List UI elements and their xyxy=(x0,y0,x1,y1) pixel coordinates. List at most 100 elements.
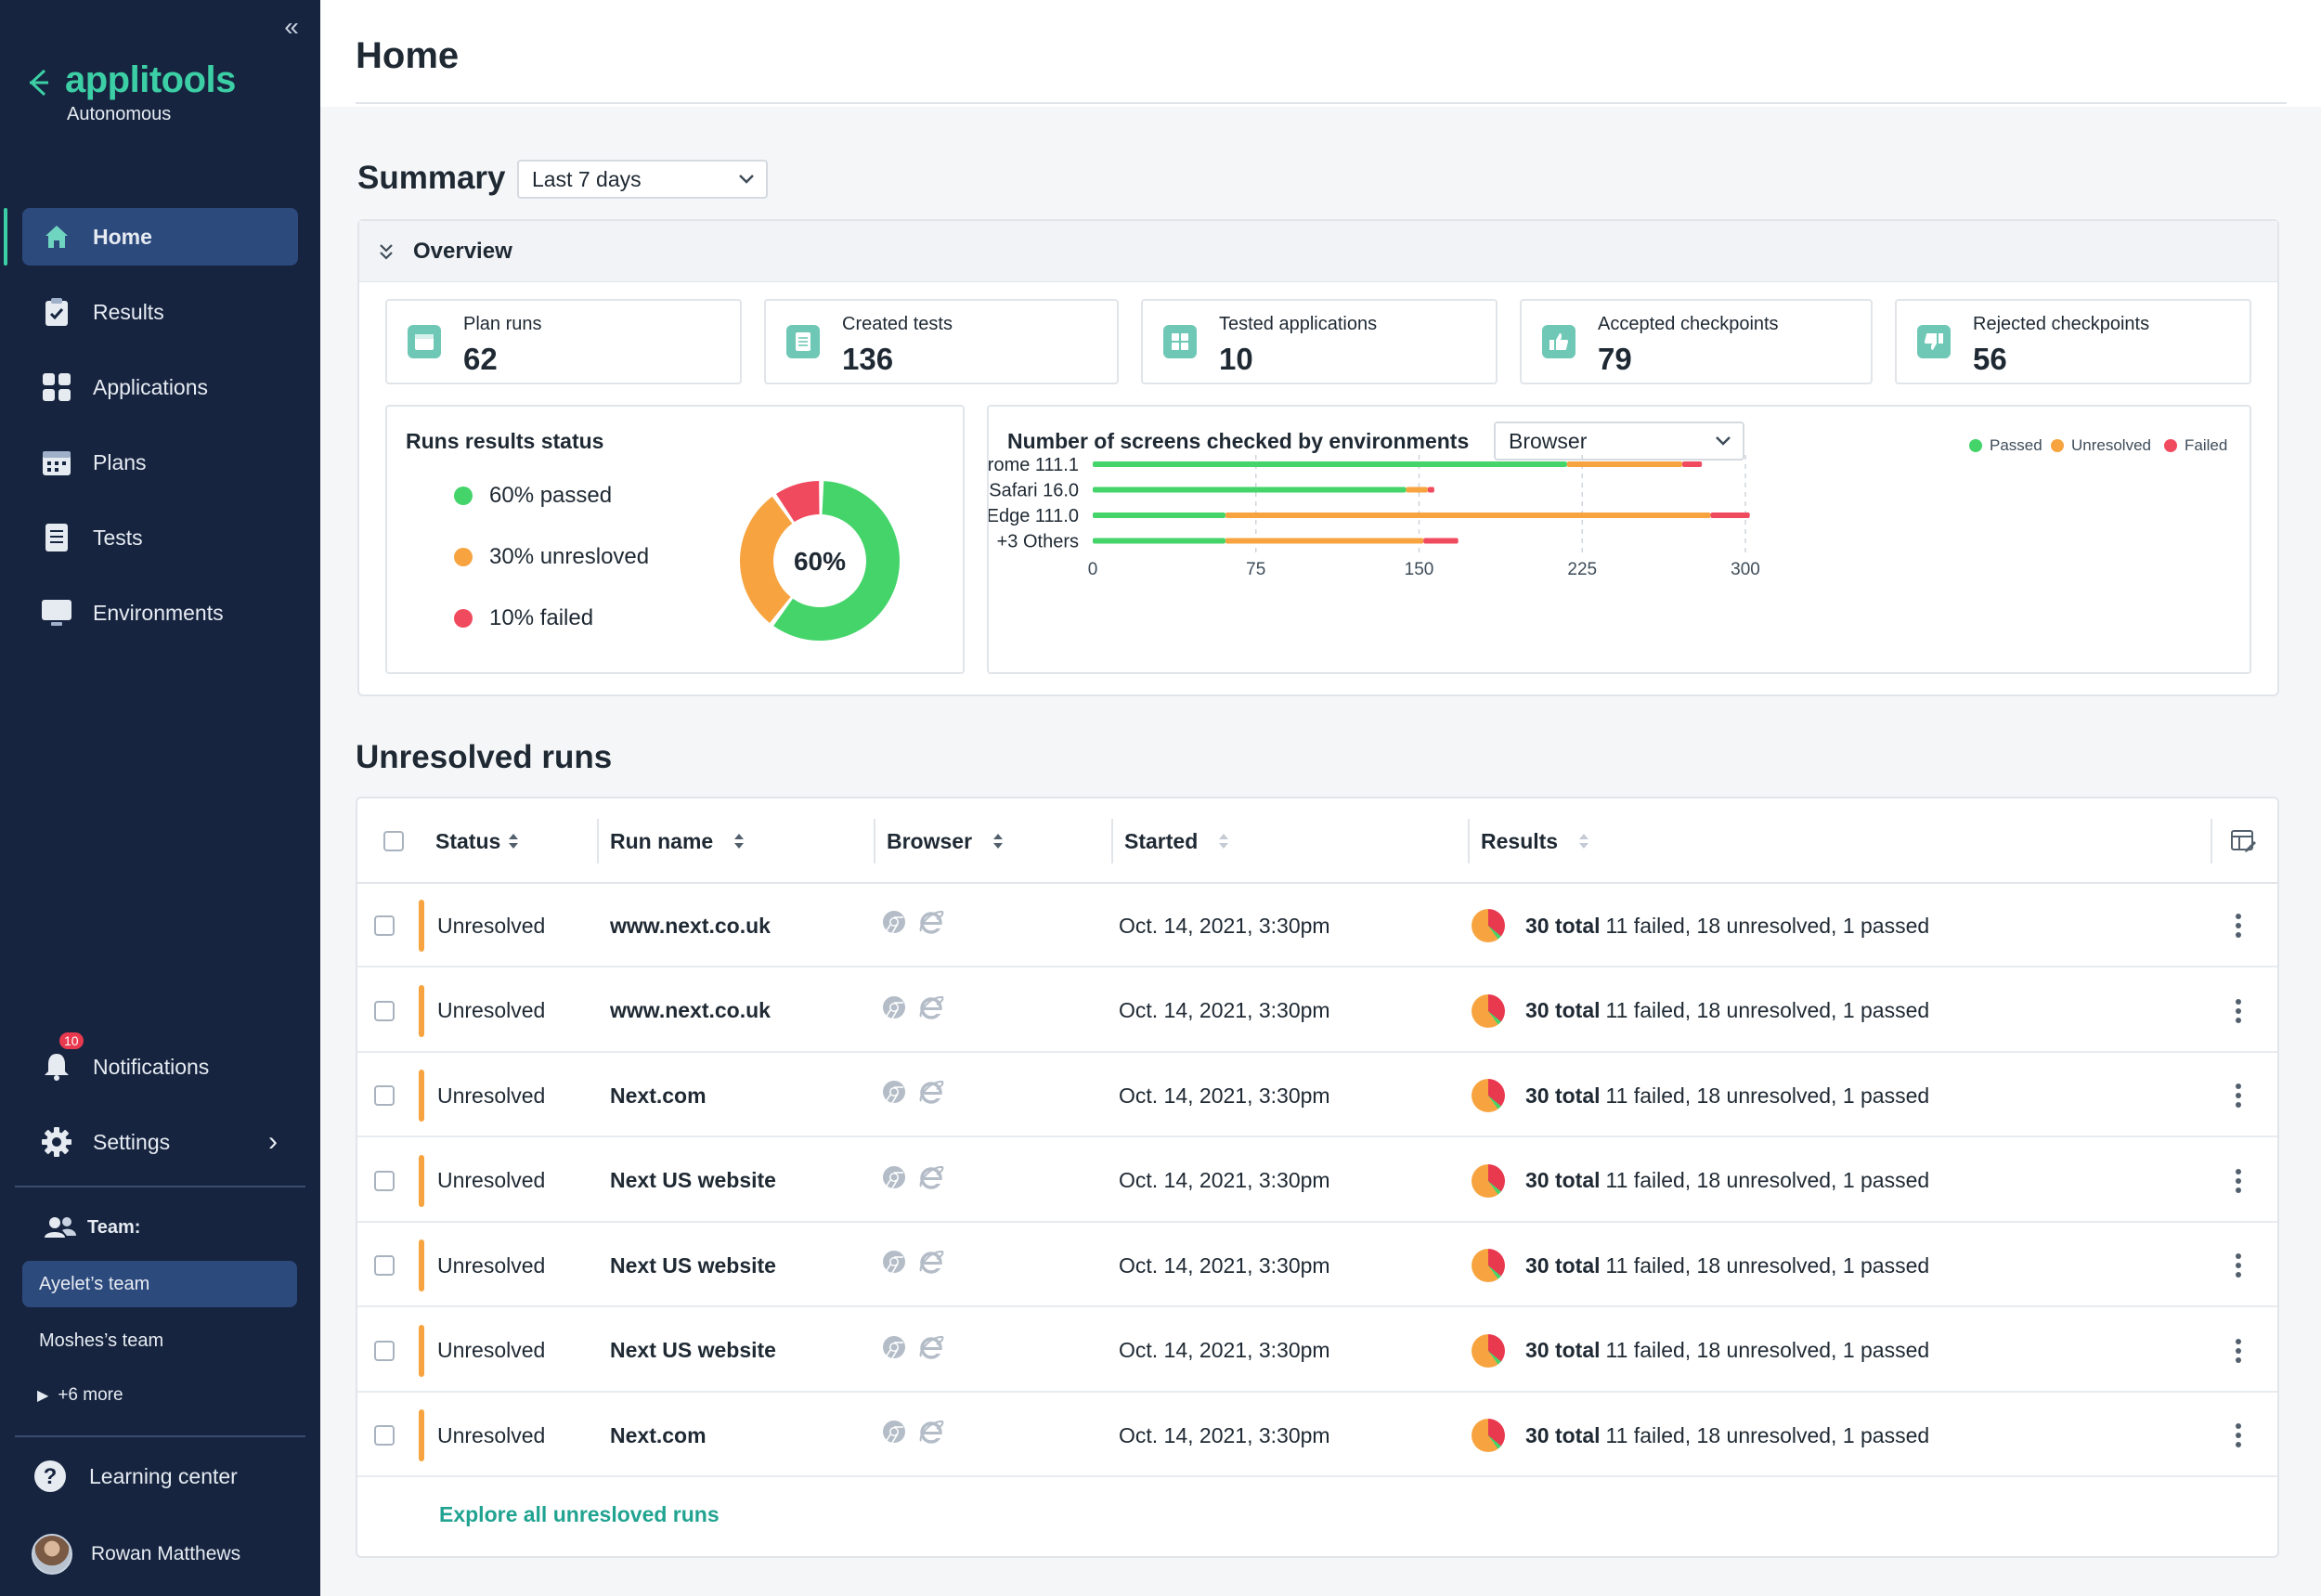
team-item-ayelet[interactable]: Ayelet’s team xyxy=(22,1261,297,1307)
category-label: Safari 16.0 xyxy=(989,481,1079,501)
sidebar-item-environments[interactable]: Environments xyxy=(22,584,298,642)
overview-toggle[interactable]: Overview xyxy=(359,221,2277,282)
donut-center-label: 60% xyxy=(794,547,846,576)
results-detail: 11 failed, 18 unresolved, 1 passed xyxy=(1605,1083,1930,1108)
column-divider xyxy=(874,819,875,863)
status-cell: Unresolved xyxy=(419,1139,545,1223)
row-menu-cell xyxy=(2235,1054,2242,1137)
row-menu-cell xyxy=(2235,1394,2242,1477)
column-header-run-name[interactable]: Run name xyxy=(610,798,745,884)
internet-explorer-icon xyxy=(919,1421,944,1444)
row-checkbox[interactable] xyxy=(374,1000,395,1021)
collapse-sidebar-icon[interactable]: « xyxy=(284,12,299,41)
row-menu-cell xyxy=(2235,884,2242,967)
table-row[interactable]: Unresolved www.next.co.uk Oct. 14, 2021,… xyxy=(357,969,2277,1053)
sort-icon xyxy=(1219,834,1229,849)
bar-segment-failed xyxy=(1710,513,1750,518)
results-total: 30 total xyxy=(1525,1338,1601,1362)
more-vertical-icon[interactable] xyxy=(2235,1252,2242,1278)
more-teams-toggle[interactable]: ▶ +6 more xyxy=(37,1385,123,1406)
started-cell: Oct. 14, 2021, 3:30pm xyxy=(1119,1224,1330,1307)
environments-title: Number of screens checked by environment… xyxy=(1007,429,1470,453)
overview-label: Overview xyxy=(413,238,512,264)
stat-label: Plan runs xyxy=(463,314,542,334)
period-select[interactable]: Last 7 days xyxy=(517,160,768,199)
more-vertical-icon[interactable] xyxy=(2235,913,2242,939)
more-vertical-icon[interactable] xyxy=(2235,1168,2242,1194)
sidebar-item-home[interactable]: Home xyxy=(4,208,298,266)
sidebar-item-applications[interactable]: Applications xyxy=(22,358,298,416)
row-checkbox[interactable] xyxy=(374,1425,395,1446)
table-row[interactable]: Unresolved Next.com Oct. 14, 2021, 3:30p… xyxy=(357,1394,2277,1477)
environment-group-select[interactable]: Browser xyxy=(1494,422,1744,461)
browser-cell xyxy=(881,1220,955,1304)
row-menu-cell xyxy=(2235,969,2242,1053)
column-settings-button[interactable] xyxy=(2231,798,2257,884)
browser-cell xyxy=(881,966,955,1049)
bar-segment-passed xyxy=(1093,513,1225,518)
select-all-checkbox[interactable] xyxy=(383,831,404,851)
run-name-cell: www.next.co.uk xyxy=(610,969,771,1053)
more-vertical-icon[interactable] xyxy=(2235,1422,2242,1448)
learning-center-link[interactable]: ? Learning center xyxy=(33,1460,238,1493)
sidebar-item-tests[interactable]: Tests xyxy=(22,509,298,566)
browser-cell xyxy=(881,1050,955,1134)
sidebar-item-notifications[interactable]: 10 Notifications xyxy=(22,1032,298,1096)
column-label: Run name xyxy=(610,828,714,853)
run-name-link[interactable]: Next.com xyxy=(610,1422,707,1447)
table-row[interactable]: Unresolved www.next.co.uk Oct. 14, 2021,… xyxy=(357,884,2277,967)
table-row[interactable]: Unresolved Next US website Oct. 14, 2021… xyxy=(357,1139,2277,1223)
row-checkbox[interactable] xyxy=(374,1255,395,1276)
sidebar-nav: Home Results Applications Plans Tests xyxy=(0,208,320,659)
more-vertical-icon[interactable] xyxy=(2235,1083,2242,1109)
column-header-started[interactable]: Started xyxy=(1124,798,1229,884)
bar-segment-failed xyxy=(1427,487,1434,493)
unresolved-dot xyxy=(454,548,473,566)
results-pie-icon xyxy=(1472,1419,1505,1452)
sidebar-item-plans[interactable]: Plans xyxy=(22,434,298,491)
results-detail: 11 failed, 18 unresolved, 1 passed xyxy=(1605,1252,1930,1278)
gear-icon xyxy=(41,1126,72,1158)
row-checkbox[interactable] xyxy=(374,1170,395,1191)
run-name-link[interactable]: www.next.co.uk xyxy=(610,998,771,1022)
run-name-link[interactable]: Next US website xyxy=(610,1338,776,1362)
run-name-link[interactable]: Next.com xyxy=(610,1083,707,1108)
header-divider xyxy=(356,102,2287,104)
bar-segment-passed xyxy=(1093,461,1567,467)
run-name-link[interactable]: Next US website xyxy=(610,1168,776,1192)
row-checkbox[interactable] xyxy=(374,1085,395,1106)
sidebar-item-results[interactable]: Results xyxy=(22,283,298,341)
table-header: Status Run name Browser Started Results xyxy=(357,798,2277,884)
table-row[interactable]: Unresolved Next.com Oct. 14, 2021, 3:30p… xyxy=(357,1054,2277,1137)
x-tick-label: 75 xyxy=(1246,560,1265,579)
column-header-results[interactable]: Results xyxy=(1481,798,1589,884)
sidebar-item-label: Tests xyxy=(93,525,143,550)
row-checkbox[interactable] xyxy=(374,1340,395,1361)
run-name-link[interactable]: www.next.co.uk xyxy=(610,913,771,938)
runs-status-panel: Runs results status 60% passed 30% unres… xyxy=(385,405,965,674)
more-vertical-icon[interactable] xyxy=(2235,1338,2242,1364)
column-header-status[interactable]: Status xyxy=(435,798,519,884)
legend-label: Failed xyxy=(2185,436,2228,454)
row-checkbox[interactable] xyxy=(374,915,395,936)
user-profile[interactable]: Rowan Matthews xyxy=(32,1534,240,1575)
sidebar-item-settings[interactable]: Settings › xyxy=(22,1113,298,1171)
results-detail: 11 failed, 18 unresolved, 1 passed xyxy=(1605,1168,1930,1192)
started-cell: Oct. 14, 2021, 3:30pm xyxy=(1119,1394,1330,1477)
results-total: 30 total xyxy=(1525,913,1601,938)
internet-explorer-icon xyxy=(919,1335,944,1359)
sidebar: « applitools Autonomous Home Results App… xyxy=(0,0,320,1596)
more-vertical-icon[interactable] xyxy=(2235,998,2242,1024)
stat-label: Rejected checkpoints xyxy=(1973,314,2150,334)
run-name-link[interactable]: Next US website xyxy=(610,1252,776,1278)
column-divider xyxy=(1111,819,1113,863)
table-row[interactable]: Unresolved Next US website Oct. 14, 2021… xyxy=(357,1309,2277,1393)
category-label: Edge 111.0 xyxy=(989,506,1079,526)
bar-segment-unresolved xyxy=(1406,487,1428,493)
results-total: 30 total xyxy=(1525,1252,1601,1278)
column-header-browser[interactable]: Browser xyxy=(887,798,1004,884)
explore-unresolved-link[interactable]: Explore all unresloved runs xyxy=(439,1502,720,1526)
table-row[interactable]: Unresolved Next US website Oct. 14, 2021… xyxy=(357,1224,2277,1307)
run-name-cell: Next US website xyxy=(610,1139,776,1223)
team-item-moshes[interactable]: Moshes’s team xyxy=(39,1330,164,1351)
